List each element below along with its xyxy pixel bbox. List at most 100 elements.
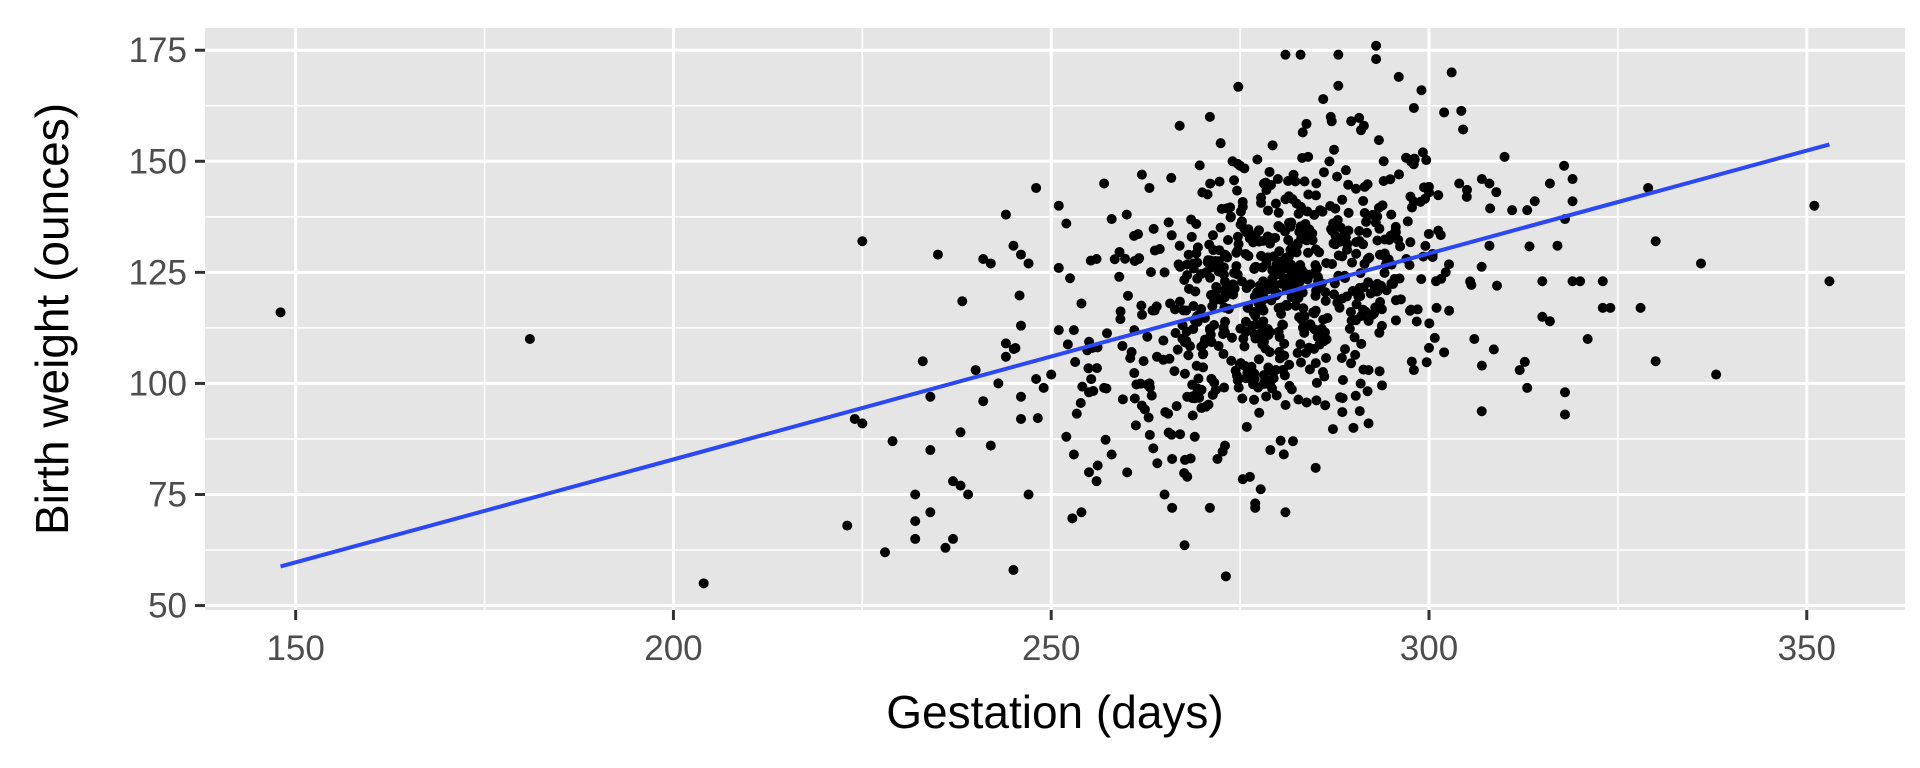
data-point [1311,395,1322,406]
data-point [978,254,989,265]
data-point [1292,348,1303,359]
data-point [1166,172,1177,183]
data-point [1484,240,1495,251]
data-point [1278,364,1289,375]
data-point [1016,249,1026,260]
data-point [1310,290,1321,301]
data-point [1395,241,1406,252]
data-point [1149,245,1160,256]
data-point [957,296,968,307]
data-point [1000,351,1011,362]
data-point [1249,374,1260,385]
data-point [1233,81,1244,92]
data-point [1340,232,1351,243]
data-point [1372,286,1383,297]
data-point [1575,276,1586,287]
y-axis: 50 75 100 125 150 175 [129,31,205,626]
x-axis-title: Gestation (days) [886,686,1223,738]
data-point [1139,404,1150,415]
data-point [1207,230,1218,241]
data-point [1444,305,1455,316]
data-point [1295,357,1306,368]
data-point [1062,339,1073,350]
data-point [1361,227,1372,238]
data-point [1265,445,1276,456]
data-point [1293,208,1304,219]
data-point [1348,422,1359,433]
data-point [1340,165,1351,176]
data-point [1152,458,1163,469]
data-point [1283,235,1294,246]
data-point [1290,176,1301,187]
data-point [1053,200,1064,211]
data-point [948,476,958,487]
data-point [1203,399,1214,410]
data-point [1091,476,1102,487]
data-point [1316,323,1327,334]
data-point [1337,375,1348,386]
data-point [1458,124,1469,135]
data-point [1239,341,1250,352]
data-point [1186,214,1197,225]
data-point [1355,378,1366,389]
data-point [917,356,928,367]
data-point [1169,366,1180,377]
data-point [524,333,535,344]
data-point [1359,208,1370,219]
data-point [1179,468,1190,479]
data-point [1223,235,1234,246]
data-point [1160,407,1171,418]
data-point [1310,358,1321,369]
data-point [1263,205,1274,216]
data-point [1318,314,1329,325]
data-point [1567,174,1578,185]
data-point [1274,246,1285,257]
data-point [1212,453,1223,464]
data-point [1424,342,1434,353]
data-point [1129,230,1140,241]
data-point [1343,207,1354,218]
data-point [1158,335,1169,346]
data-point [1476,406,1487,417]
data-point [1416,274,1427,285]
data-point [1522,382,1533,393]
data-point [1346,358,1357,369]
data-point [1287,194,1298,205]
x-tick-label: 150 [266,629,324,668]
data-point [1120,253,1131,264]
data-point [1136,300,1147,311]
data-point [1193,373,1204,384]
data-point [1354,112,1365,123]
data-point [1485,203,1496,214]
data-point [1151,301,1162,312]
data-point [1232,185,1243,196]
data-point [1032,413,1043,424]
data-point [1138,356,1149,367]
data-point [1191,248,1202,259]
data-point [1231,261,1242,272]
data-point [1163,427,1174,438]
data-point [1226,332,1237,343]
data-point [1297,322,1308,333]
data-point [1233,382,1244,393]
data-point [1321,258,1332,269]
data-point [1440,267,1451,278]
data-point [1276,302,1287,313]
data-point [1367,209,1378,220]
data-point [1202,189,1213,200]
data-point [1250,229,1261,240]
data-point [1379,250,1390,261]
data-point [1167,453,1178,464]
data-point [1000,209,1011,220]
data-point [1068,449,1079,460]
data-point [925,391,936,402]
data-point [1431,302,1442,313]
data-point [1444,259,1455,270]
data-point [1318,167,1329,178]
data-point [1038,382,1049,393]
data-point [1299,176,1310,187]
data-point [1351,248,1362,259]
data-point [1142,379,1153,390]
data-point [1435,230,1446,241]
data-point [1597,276,1608,287]
